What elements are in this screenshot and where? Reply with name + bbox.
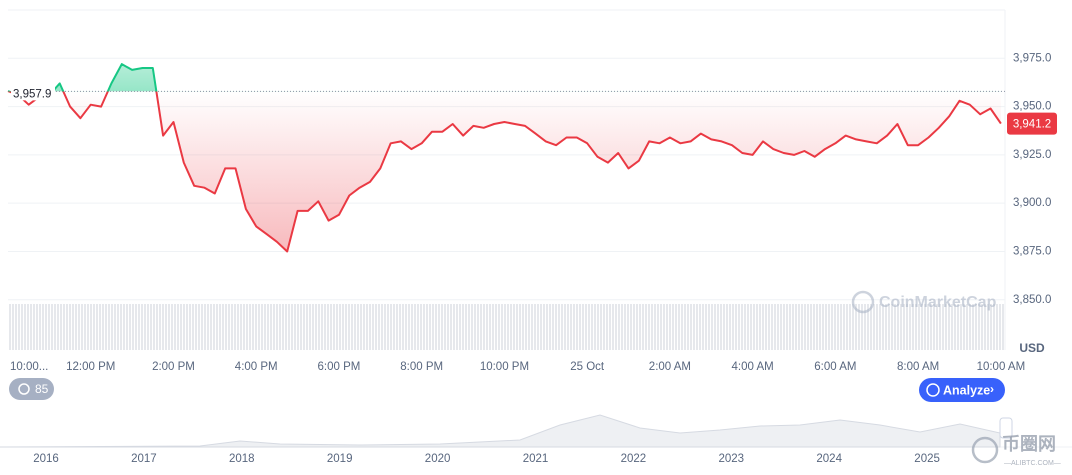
site-url: —ALIBTC.COM— [1004,460,1061,467]
x-tick-label: 6:00 AM [814,361,856,373]
navigator-year: 2018 [229,453,255,465]
navigator-year: 2023 [719,453,745,465]
x-tick-label: 10:00... [10,361,48,373]
navigator-year: 2024 [816,453,842,465]
badge[interactable]: 85 [9,378,54,400]
area-fill [8,64,1001,252]
y-tick-label: 3,875.0 [1013,246,1051,258]
x-tick-label: 8:00 PM [400,361,443,373]
x-tick-label: 6:00 PM [318,361,361,373]
navigator-year: 2025 [914,453,940,465]
site-watermark: 币圈网 —ALIBTC.COM— [971,434,1061,467]
navigator-year: 2016 [33,453,59,465]
reference-label-bg [11,86,55,101]
y-tick-label: 3,900.0 [1013,197,1051,209]
x-tick-label: 10:00 PM [480,361,529,373]
button-text: Analyze [943,383,990,397]
navigator-year: 2019 [327,453,353,465]
reference-label: 3,957.9 [13,88,51,100]
x-tick-label: 12:00 PM [66,361,115,373]
navigator: 2016 2017 2018 2019 2020 2021 2022 2023 2024 2025 [0,414,1072,465]
chevron: › [990,382,994,396]
volume-band [8,304,1005,350]
x-tick-label: 10:00 AM [977,361,1026,373]
x-tick-label: 4:00 PM [235,361,278,373]
y-tick-label: 3,950.0 [1013,101,1051,113]
x-tick-label: 8:00 AM [897,361,939,373]
navigator-year: 2017 [131,453,157,465]
analyze-button[interactable]: Analyze › [919,378,1005,402]
y-axis-label: USD [1019,341,1045,355]
watermark: CoinMarketCap [851,290,997,314]
navigator-year: 2022 [621,453,647,465]
watermark-text: CoinMarketCap [879,294,997,311]
y-tick-label: 3,925.0 [1013,149,1051,161]
y-tick-label: 3,975.0 [1013,52,1051,64]
x-tick-label: 25 Oct [570,361,605,373]
x-tick-label: 2:00 AM [649,361,691,373]
current-price-label: 3,941.2 [1013,119,1051,131]
site-name: 币圈网 [1002,434,1056,454]
x-tick-label: 4:00 AM [732,361,774,373]
navigator-year: 2020 [425,453,451,465]
price-line [7,63,1002,253]
badge-text: 85 [35,382,49,396]
y-tick-label: 3,850.0 [1013,294,1051,306]
x-tick-label: 2:00 PM [152,361,195,373]
current-price-box [1007,112,1057,135]
navigator-year: 2021 [523,453,549,465]
